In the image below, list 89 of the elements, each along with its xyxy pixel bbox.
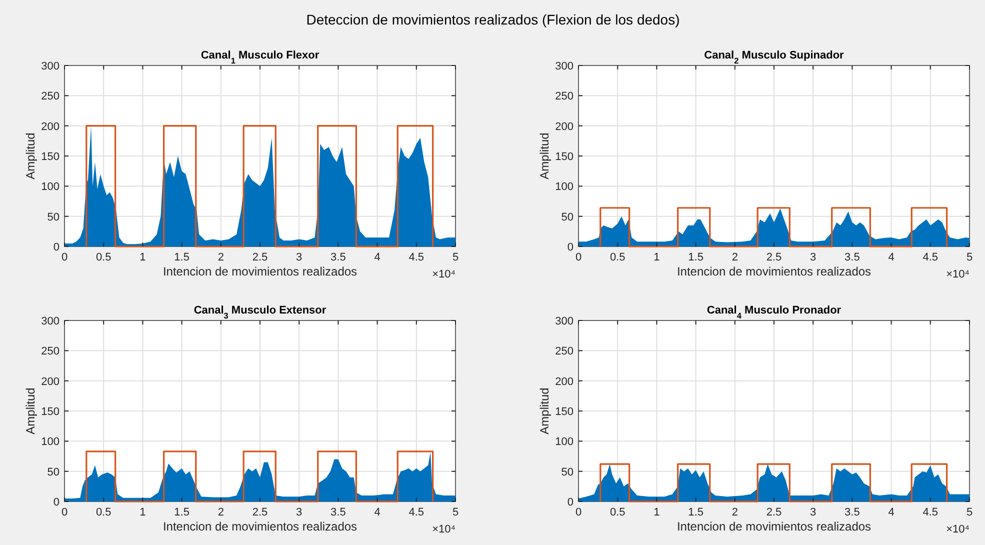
y-tick-label: 150 (41, 406, 60, 418)
x-tick-label: 3.5 (330, 506, 346, 518)
y-tick-label: 300 (555, 60, 574, 72)
x-tick-label: 0.5 (96, 506, 112, 518)
x-axis-title: Intencion de movimientos realizados (676, 264, 872, 278)
x-tick-label: 5 (452, 506, 459, 518)
y-tick-label: 150 (41, 151, 60, 163)
y-tick-label: 50 (561, 466, 574, 478)
y-axis-title: Amplitud (24, 388, 38, 434)
y-tick-label: 150 (555, 151, 574, 163)
x-tick-label: 4 (888, 252, 894, 264)
y-tick-label: 0 (53, 242, 60, 254)
y-tick-label: 250 (555, 90, 574, 103)
x-tick-label: 1.5 (174, 252, 190, 264)
y-tick-label: 200 (41, 120, 60, 133)
text: ×10⁴ (432, 268, 456, 280)
x-tick-label: 4.5 (408, 252, 424, 264)
x-tick-label: 0 (61, 252, 68, 264)
x-axis-title: Intencion de movimientos realizados (162, 264, 358, 278)
chart-title: Canal$_{2}$ Musculo Supinador (704, 50, 845, 65)
y-tick-label: 200 (555, 120, 574, 133)
x-tick-label: 1 (140, 506, 146, 518)
y-tick-label: 50 (47, 466, 60, 478)
chart-title: Canal$_{1}$ Musculo Flexor (200, 50, 320, 65)
x-tick-label: 3.5 (844, 506, 860, 518)
x-tick-label: 5 (966, 506, 973, 518)
y-tick-label: 0 (53, 496, 60, 508)
y-tick-label: 50 (561, 211, 574, 224)
x-tick-label: 0 (61, 506, 68, 518)
x-tick-label: 0.5 (96, 252, 112, 264)
x-tick-label: 2.5 (766, 252, 782, 264)
x-tick-label: 2.5 (252, 506, 268, 518)
y-tick-label: 100 (41, 181, 60, 194)
text: ×10⁴ (946, 524, 970, 536)
x-tick-label: 2.5 (766, 506, 782, 518)
y-axis-title: Amplitud (24, 132, 38, 180)
y-axis-title: Amplitud (538, 132, 552, 180)
x-tick-label: 2 (218, 506, 224, 518)
x-tick-label: 0 (575, 506, 582, 518)
x-tick-label: 1.5 (688, 506, 704, 518)
text: ×10⁴ (946, 268, 970, 280)
x-tick-label: 1 (140, 252, 146, 264)
y-tick-label: 0 (567, 242, 574, 254)
x-axis-title: Intencion de movimientos realizados (676, 520, 872, 534)
x-tick-label: 4.5 (922, 506, 938, 518)
y-tick-label: 300 (41, 60, 60, 72)
x-tick-label: 3 (810, 252, 816, 264)
x-tick-label: 4 (374, 506, 380, 518)
y-tick-label: 250 (555, 346, 574, 358)
x-tick-label: 5 (452, 252, 459, 264)
x-tick-label: 4.5 (922, 252, 938, 264)
x-tick-label: 0.5 (610, 506, 626, 518)
y-tick-label: 200 (555, 376, 574, 388)
x-tick-label: 1 (654, 252, 660, 264)
y-tick-label: 250 (41, 90, 60, 103)
y-tick-label: 0 (567, 496, 574, 508)
y-tick-label: 50 (47, 211, 60, 224)
x-tick-label: 4 (888, 506, 894, 518)
x-tick-label: 2 (732, 252, 738, 264)
y-tick-label: 100 (41, 436, 60, 448)
x-axis-title: Intencion de movimientos realizados (162, 520, 358, 534)
y-tick-label: 150 (555, 406, 574, 418)
x-tick-label: 3.5 (330, 252, 346, 264)
x-tick-label: 4.5 (408, 506, 424, 518)
x-tick-label: 3 (296, 506, 302, 518)
x-tick-label: 0.5 (610, 252, 626, 264)
chart-title: Canal$_{4}$ Musculo Pronador (706, 304, 842, 320)
text: Deteccion de movimientos realizados (Flexion de los dedos) (306, 12, 680, 28)
x-tick-label: 1 (654, 506, 660, 518)
chart-title: Canal$_{3}$ Musculo Extensor (194, 304, 327, 320)
x-tick-label: 1.5 (174, 506, 190, 518)
x-tick-label: 5 (966, 252, 973, 264)
y-axis-title: Amplitud (538, 388, 552, 434)
y-tick-label: 100 (555, 436, 574, 448)
x-tick-label: 3 (296, 252, 302, 264)
x-tick-label: 1.5 (688, 252, 704, 264)
x-tick-label: 3.5 (844, 252, 860, 264)
x-tick-label: 4 (374, 252, 380, 264)
y-tick-label: 200 (41, 376, 60, 388)
x-tick-label: 2 (218, 252, 224, 264)
x-tick-label: 2 (732, 506, 738, 518)
y-tick-label: 250 (41, 346, 60, 358)
y-tick-label: 300 (555, 316, 574, 328)
y-tick-label: 300 (41, 316, 60, 328)
x-tick-label: 3 (810, 506, 816, 518)
x-tick-label: 2.5 (252, 252, 268, 264)
x-tick-label: 0 (575, 252, 582, 264)
y-tick-label: 100 (555, 181, 574, 194)
text: ×10⁴ (432, 524, 456, 536)
